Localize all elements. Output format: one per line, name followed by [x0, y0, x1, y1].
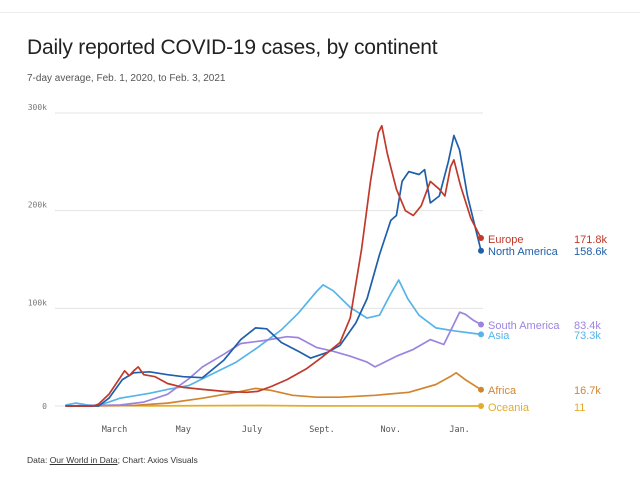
source-link[interactable]: Our World in Data: [49, 455, 118, 465]
x-tick-label: Sept.: [309, 425, 335, 435]
series-name-label: North America: [488, 246, 559, 258]
chart-subtitle: 7-day average, Feb. 1, 2020, to Feb. 3, …: [27, 73, 226, 84]
y-tick-label: 300k: [28, 103, 47, 112]
gridlines: [55, 112, 483, 407]
chart-footer: Data: Our World in Data; Chart: Axios Vi…: [27, 455, 198, 465]
footer-credit: ; Chart: Axios Visuals: [117, 455, 198, 465]
series-end-dot: [478, 247, 484, 254]
series-end-dot: [478, 402, 484, 409]
x-tick-label: Nov.: [381, 425, 401, 435]
series-value-label: 11: [574, 402, 585, 414]
x-tick-label: July: [242, 425, 262, 435]
x-tick-label: May: [176, 425, 191, 435]
series-value-label: 83.4k: [574, 320, 601, 332]
series-name-label: South America: [488, 320, 560, 332]
series-line: [65, 371, 482, 407]
series-end-dot: [478, 321, 484, 328]
x-axis-ticks: March May July Sept. Nov. Jan.: [102, 425, 470, 435]
y-tick-label: 0: [42, 402, 47, 411]
series-value-label: 73.3k: [574, 330, 601, 342]
series-name-label: Oceania: [488, 402, 530, 414]
chart-title: Daily reported COVID-19 cases, by contin…: [27, 36, 438, 59]
series-line: [65, 311, 482, 407]
series-value-label: 158.6k: [574, 246, 608, 258]
y-tick-label: 100k: [28, 298, 47, 307]
series-value-label: 171.8k: [574, 234, 608, 246]
series-end-dot: [478, 331, 484, 338]
series-end-labels: Europe 171.8k North America 158.6k South Ame…: [478, 234, 608, 414]
x-tick-label: March: [102, 425, 128, 435]
top-divider: [0, 12, 640, 13]
series-line: [65, 134, 482, 407]
series-end-dot: [478, 386, 484, 393]
series-name-label: Africa: [488, 385, 517, 397]
series-end-dot: [478, 235, 484, 242]
series-name-label: Asia: [488, 330, 510, 342]
y-axis-ticks: 0 100k 200k 300k: [28, 103, 47, 411]
series-line: [65, 124, 482, 407]
x-tick-label: Jan.: [449, 425, 469, 435]
footer-data-prefix: Data:: [27, 455, 50, 465]
series-name-label: Europe: [488, 234, 523, 246]
series-line: [65, 279, 482, 407]
series-lines: [65, 124, 482, 407]
y-tick-label: 200k: [28, 201, 47, 210]
series-value-label: 16.7k: [574, 385, 601, 397]
